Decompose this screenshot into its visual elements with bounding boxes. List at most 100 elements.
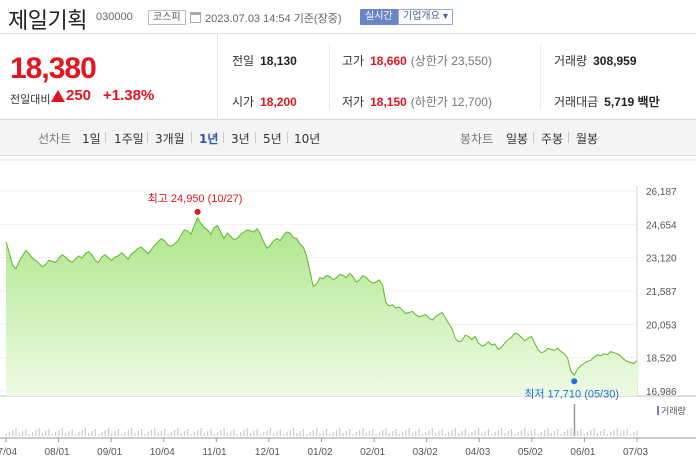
volume-bar <box>481 433 483 436</box>
price-chart[interactable]: 26,187 24,654 23,120 21,587 20,053 18,520 16,9… <box>0 156 696 475</box>
volume-bar <box>88 433 90 436</box>
y-tick-label: 20,053 <box>646 320 677 331</box>
volume-bar <box>213 434 215 436</box>
stock-name[interactable]: 제일기획 <box>8 9 87 34</box>
volume-bar <box>349 429 351 436</box>
volume-bar <box>530 431 532 436</box>
volume-bar <box>210 429 212 436</box>
volume-bar <box>451 430 453 436</box>
volume-bar <box>114 431 116 436</box>
tab-divider <box>191 132 192 143</box>
tab-5year[interactable]: 5년 <box>263 132 282 146</box>
tab-daily-candle[interactable]: 일봉 <box>506 132 529 146</box>
volume-bar <box>101 432 103 436</box>
volume-bar <box>494 432 496 436</box>
volume-bar <box>325 429 328 436</box>
y-tick-label: 18,520 <box>646 354 677 365</box>
volume-bar <box>12 430 14 436</box>
volume-bar <box>626 429 628 436</box>
volume-bar <box>55 432 57 436</box>
volume-bar <box>306 434 308 436</box>
tab-weekly-candle[interactable]: 주봉 <box>541 132 564 146</box>
volume-bar <box>329 434 331 436</box>
volume-bar <box>471 432 473 436</box>
tab-3year[interactable]: 3년 <box>231 132 250 146</box>
tab-3month[interactable]: 3개월 <box>155 132 185 146</box>
tab-1year[interactable]: 1년 <box>199 132 219 146</box>
volume-bar <box>534 429 536 436</box>
volume-bar <box>507 431 509 436</box>
high-marker <box>194 208 201 215</box>
volume-bar <box>434 433 437 436</box>
company-overview-dropdown[interactable]: 기업개요 ▾ <box>398 9 453 25</box>
x-tick-label: 08/01 <box>45 447 70 458</box>
volume-bar <box>117 429 120 436</box>
volume-bar <box>593 428 595 436</box>
volume-bar <box>557 429 559 436</box>
volume-bar <box>134 433 136 436</box>
volume-bar <box>616 428 618 436</box>
volume-bar <box>636 430 638 436</box>
volume-bar <box>64 433 67 436</box>
candle-chart-label: 봉차트 <box>460 132 494 146</box>
volume-bar <box>279 429 281 436</box>
volume-bar <box>190 434 192 436</box>
tab-1day[interactable]: 1일 <box>82 132 101 146</box>
volume-bar <box>154 428 156 436</box>
volume-bar <box>269 428 271 436</box>
volume-bar <box>633 432 635 436</box>
x-tick-label: 04/03 <box>465 447 490 458</box>
stat-high: 고가 18,660 (상한가 23,550) <box>342 54 492 68</box>
volume-bar <box>91 431 93 436</box>
x-tick-label: 01/02 <box>308 447 333 458</box>
volume-bar <box>230 431 232 436</box>
tab-divider <box>105 132 106 143</box>
tab-1week[interactable]: 1주일 <box>114 132 144 146</box>
volume-bar <box>84 428 86 436</box>
divider <box>329 44 330 110</box>
volume-bar <box>560 434 562 436</box>
realtime-button[interactable]: 실시간 <box>360 9 398 25</box>
low-marker <box>571 378 578 385</box>
volume-bar <box>464 429 466 436</box>
volume-bar <box>415 431 417 436</box>
volume-bar <box>259 434 262 436</box>
stat-low: 저가 18,150 (하한가 12,700) <box>342 95 492 109</box>
x-tick-label: 07/04 <box>0 447 17 458</box>
volume-bar <box>246 428 248 436</box>
tab-10year[interactable]: 10년 <box>294 132 321 146</box>
change-value: 250 <box>66 87 92 104</box>
volume-bar <box>51 434 53 436</box>
volume-bar <box>468 434 470 436</box>
volume-bar <box>570 428 572 436</box>
volume-bar <box>408 428 410 436</box>
volume-bar <box>580 429 582 436</box>
volume-bar <box>510 429 513 436</box>
volume-bar <box>41 433 44 436</box>
volume-bar <box>286 432 288 436</box>
volume-bar <box>577 431 579 436</box>
volume-bar <box>216 432 219 436</box>
volume-bar <box>362 428 364 436</box>
volume-bar <box>223 428 225 436</box>
tab-monthly-candle[interactable]: 월봉 <box>576 132 599 146</box>
up-triangle-icon <box>51 90 65 102</box>
market-badge: 코스피 <box>148 10 186 25</box>
volume-bar <box>107 428 110 436</box>
volume-bar <box>600 431 602 436</box>
volume-bar <box>342 433 344 436</box>
volume-bar <box>497 430 499 436</box>
volume-bar <box>170 432 172 436</box>
volume-bar <box>517 432 519 436</box>
volume-bar <box>567 430 569 436</box>
volume-bar <box>524 428 526 436</box>
volume-bar <box>425 432 427 436</box>
volume-bar <box>553 431 556 436</box>
volume-bar <box>302 429 305 436</box>
volume-bar <box>31 432 34 436</box>
volume-bar <box>527 433 529 436</box>
stat-prev-close: 전일 18,130 <box>232 54 297 68</box>
tab-divider <box>255 132 256 143</box>
volume-bar <box>309 432 311 436</box>
y-tick-label: 26,187 <box>646 187 677 198</box>
